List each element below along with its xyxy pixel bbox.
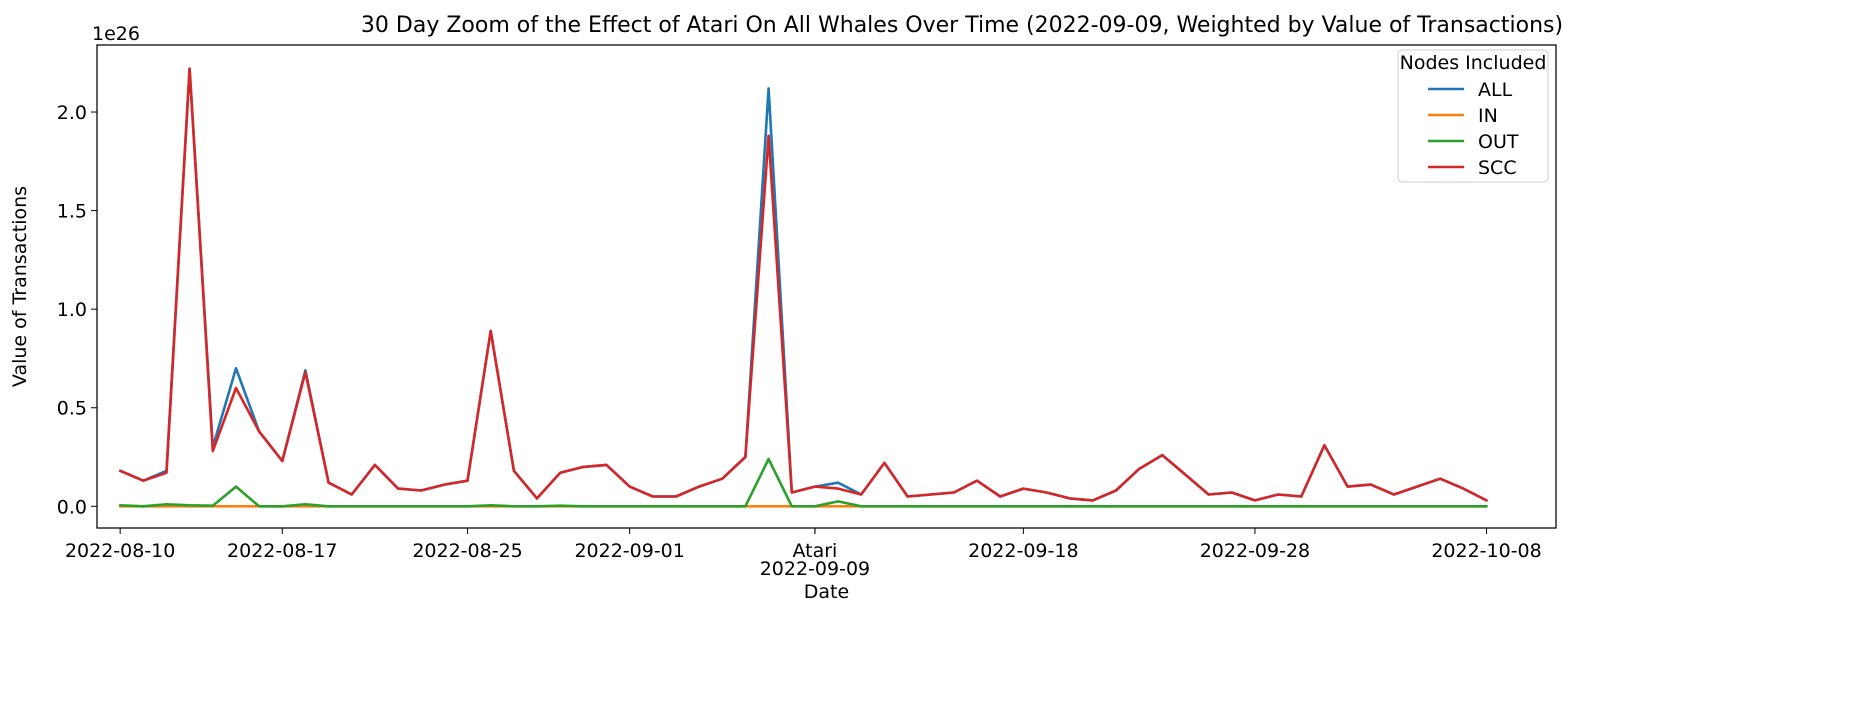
legend-label-scc: SCC xyxy=(1478,157,1517,179)
series-line-all xyxy=(118,67,1488,502)
series-line-scc xyxy=(118,67,1488,502)
legend-label-out: OUT xyxy=(1478,131,1519,153)
y-tick-label: 2.0 xyxy=(57,102,87,124)
x-tick-label: 2022-08-17 xyxy=(227,540,337,562)
x-tick-label: 2022-08-25 xyxy=(412,540,522,562)
y-tick-label: 0.5 xyxy=(57,398,87,420)
legend-label-all: ALL xyxy=(1478,79,1513,101)
y-tick-label: 1.0 xyxy=(57,299,87,321)
plot-area xyxy=(96,44,1557,529)
y-tick-label: 1.5 xyxy=(57,201,87,223)
x-tick-label: 2022-09-18 xyxy=(968,540,1078,562)
legend-label-in: IN xyxy=(1478,105,1498,127)
legend-box xyxy=(1397,49,1549,183)
x-tick-label: 2022-10-08 xyxy=(1431,540,1541,562)
x-axis-title: Date xyxy=(804,581,849,603)
x-tick-label: 2022-08-10 xyxy=(65,540,175,562)
y-axis-title: Value of Transactions xyxy=(9,186,31,387)
series-line-out xyxy=(118,457,1488,508)
plot-frame xyxy=(96,44,1557,529)
x-tick-label: 2022-09-09 xyxy=(760,558,870,580)
y-axis-offset-label: 1e26 xyxy=(92,23,140,45)
x-tick-label: 2022-09-28 xyxy=(1200,540,1310,562)
legend-title: Nodes Included xyxy=(1400,52,1547,74)
legend: Nodes Included ALL IN OUT SCC xyxy=(1397,49,1549,183)
x-tick-label: 2022-09-01 xyxy=(574,540,684,562)
y-tick-label: 0.0 xyxy=(57,496,87,518)
series-lines xyxy=(118,67,1488,508)
event-label: Atari xyxy=(792,540,837,562)
x-axis: 2022-08-10 2022-08-17 2022-08-25 2022-09-01… xyxy=(65,528,1542,580)
chart-title: 30 Day Zoom of the Effect of Atari On Al… xyxy=(361,13,1563,38)
y-axis: 0.0 0.5 1.0 1.5 2.0 xyxy=(57,102,97,518)
